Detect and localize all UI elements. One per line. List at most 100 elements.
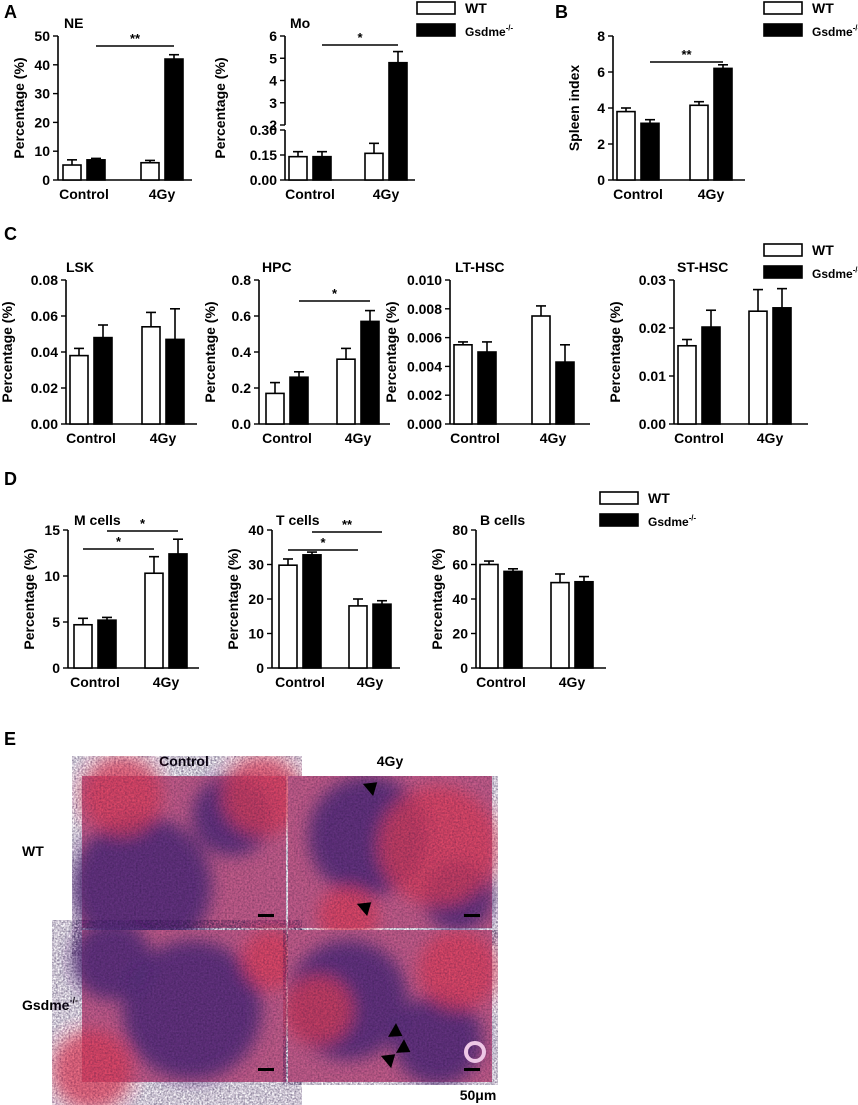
y-axis-label: Percentage (%) bbox=[225, 548, 241, 649]
panel-letter-a: A bbox=[4, 2, 17, 22]
x-category-label: 4Gy bbox=[757, 430, 784, 446]
y-tick-label: 0.8 bbox=[232, 272, 252, 288]
x-category-label: 4Gy bbox=[153, 674, 180, 690]
x-category-label: 4Gy bbox=[345, 430, 372, 446]
y-tick-label: 10 bbox=[44, 568, 60, 584]
bar-gsdme-control bbox=[302, 554, 322, 669]
y-axis-label: Percentage (%) bbox=[429, 548, 445, 649]
histology-row-label-1: Gsdme-/- bbox=[22, 996, 78, 1013]
histology-row-label-0-base: WT bbox=[22, 843, 44, 859]
arrowhead-icon bbox=[388, 1023, 403, 1037]
y-axis-label: Percentage (%) bbox=[202, 301, 218, 402]
legend-swatch-wt bbox=[416, 1, 456, 15]
legend-label-wt: WT bbox=[812, 242, 834, 258]
legend-swatch-gsdme bbox=[763, 265, 803, 279]
y-tick-label: 0.08 bbox=[31, 272, 58, 288]
bar-gsdme-control bbox=[97, 619, 117, 669]
panel-letter-d: D bbox=[4, 469, 17, 489]
chart-title: LT-HSC bbox=[455, 259, 505, 275]
scale-bar bbox=[464, 914, 480, 917]
chart-lsk: 0.00 0.02 0.04 0.06 0.08 Percentage (%) LSK Con… bbox=[0, 259, 197, 446]
bar-wt-control bbox=[278, 564, 298, 669]
arrowhead-icon bbox=[362, 782, 378, 797]
legend-label-gsdme: Gsdme-/- bbox=[812, 266, 858, 281]
bar-wt-4gy bbox=[348, 605, 368, 669]
bar-gsdme-4gy bbox=[372, 603, 392, 669]
bar-gsdme-control bbox=[312, 155, 332, 181]
chart-m: 0 5 10 15 Percentage (%) M cells Control 4Gy * * bbox=[21, 512, 199, 690]
y-tick-label: 20 bbox=[452, 626, 468, 642]
bar-wt-4gy bbox=[140, 161, 160, 181]
y-axis-label: Spleen index bbox=[566, 65, 582, 152]
bar-gsdme-control bbox=[640, 122, 660, 181]
scale-bar bbox=[464, 1068, 480, 1071]
panel-letter-b: B bbox=[555, 2, 568, 22]
legend-d: WT Gsdme-/- bbox=[599, 490, 696, 529]
y-tick-label: 30 bbox=[34, 86, 50, 102]
legend-label-wt: WT bbox=[812, 0, 834, 16]
y-tick-label: 0.30 bbox=[250, 122, 277, 138]
red-pulp-region bbox=[222, 756, 302, 836]
dense-region bbox=[393, 995, 483, 1085]
y-tick-label: 0.000 bbox=[407, 416, 442, 432]
x-category-label: Control bbox=[450, 430, 500, 446]
arrowhead-icon bbox=[380, 1054, 396, 1069]
significance-label: * bbox=[357, 30, 363, 45]
histology-panel: Control 4Gy WT Gsdme-/- 50μm bbox=[22, 753, 498, 1105]
significance-label: * bbox=[140, 516, 146, 531]
y-tick-label: 15 bbox=[44, 522, 60, 538]
micrograph-wt-control bbox=[72, 756, 302, 956]
legend-label-gsdme-base: Gsdme bbox=[812, 267, 853, 281]
red-pulp-region bbox=[418, 930, 498, 1010]
arrowhead-icon bbox=[356, 902, 372, 917]
y-tick-label: 0 bbox=[52, 660, 60, 676]
chart-title: NE bbox=[64, 15, 83, 31]
y-tick-label: 60 bbox=[452, 557, 468, 573]
legend-swatch-wt bbox=[763, 243, 803, 257]
bar-wt-4gy bbox=[336, 358, 356, 425]
y-tick-label: 0.4 bbox=[232, 344, 252, 360]
chart-title: B cells bbox=[480, 512, 525, 528]
bar-wt-control bbox=[69, 354, 89, 425]
dense-region bbox=[122, 940, 262, 1080]
chart-t: 0 10 20 30 40 Percentage (%) T cells Control 4Gy… bbox=[225, 512, 400, 690]
bar-wt-4gy bbox=[550, 581, 570, 669]
legend-c: WT Gsdme-/- bbox=[763, 242, 858, 281]
legend-label-gsdme-base: Gsdme bbox=[648, 515, 689, 529]
x-category-label: Control bbox=[262, 430, 312, 446]
panel-letter-c: C bbox=[4, 224, 17, 244]
y-tick-label: 0.6 bbox=[232, 308, 252, 324]
y-axis-label: Percentage (%) bbox=[607, 301, 623, 402]
red-pulp-region bbox=[283, 975, 353, 1045]
y-tick-label: 3 bbox=[269, 95, 277, 111]
legend-swatch-gsdme bbox=[763, 23, 803, 37]
x-category-label: 4Gy bbox=[559, 674, 586, 690]
significance-label: ** bbox=[342, 517, 353, 532]
y-tick-label: 50 bbox=[34, 28, 50, 44]
x-category-label: Control bbox=[476, 674, 526, 690]
legend-label-gsdme-sup: -/- bbox=[853, 266, 858, 275]
x-category-label: 4Gy bbox=[373, 186, 400, 202]
x-category-label: Control bbox=[275, 674, 325, 690]
legend-swatch-gsdme bbox=[599, 513, 639, 527]
y-tick-label: 0 bbox=[597, 172, 605, 188]
legend-b: WT Gsdme-/- bbox=[763, 0, 858, 39]
scale-bar-label: 50μm bbox=[460, 1087, 497, 1103]
bar-gsdme-control bbox=[701, 326, 721, 425]
y-tick-label: 4 bbox=[597, 100, 605, 116]
chart-title: Mo bbox=[290, 15, 310, 31]
chart-title: M cells bbox=[74, 512, 121, 528]
bar-gsdme-4gy bbox=[555, 361, 575, 425]
chart-title: T cells bbox=[276, 512, 320, 528]
y-tick-label: 0.010 bbox=[407, 272, 442, 288]
legend-label-gsdme-sup: -/- bbox=[689, 514, 697, 523]
chart-b: 0 20 40 60 80 Percentage (%) B cells Control 4Gy bbox=[429, 512, 606, 690]
legend-label-gsdme: Gsdme-/- bbox=[648, 514, 696, 529]
y-tick-label: 0.0 bbox=[232, 416, 252, 432]
y-tick-label: 2 bbox=[269, 117, 277, 133]
scale-bar bbox=[258, 914, 274, 917]
significance-label: * bbox=[116, 534, 122, 549]
bar-wt-control bbox=[453, 343, 473, 425]
y-tick-label: 0.00 bbox=[250, 172, 277, 188]
y-tick-label: 0.02 bbox=[31, 380, 58, 396]
